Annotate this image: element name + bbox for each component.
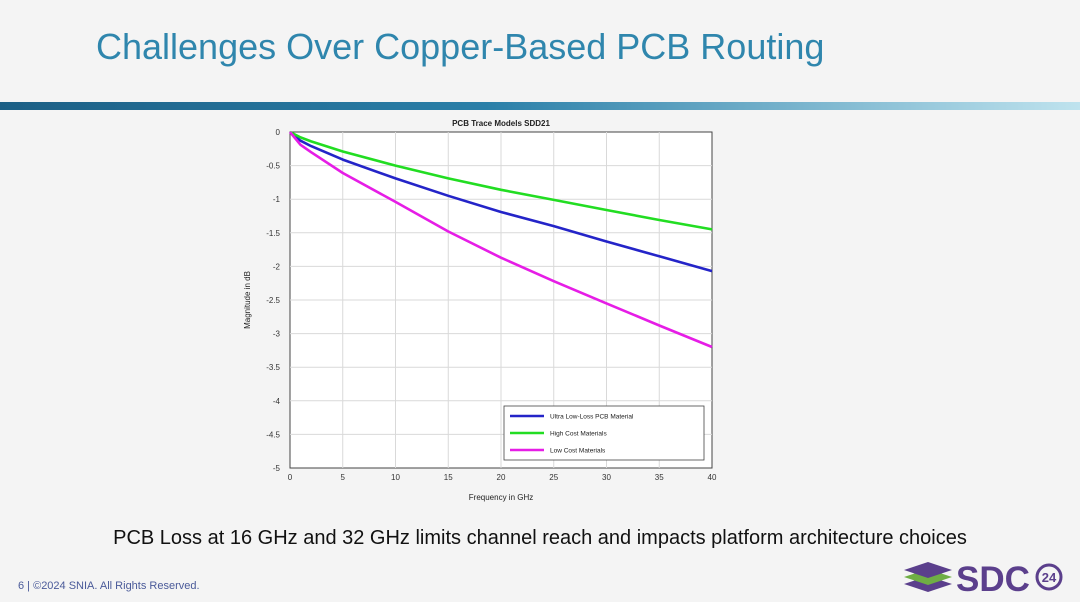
logo-badge-ring <box>1035 563 1063 591</box>
chart-title: PCB Trace Models SDD21 <box>452 119 550 128</box>
series-line <box>289 130 713 273</box>
y-tick-label: -2 <box>273 262 281 271</box>
y-tick-label: -5 <box>273 464 281 473</box>
x-tick-label: 10 <box>391 473 400 482</box>
series-line <box>288 131 713 349</box>
y-tick-label: -3.5 <box>266 363 280 372</box>
series-lines <box>288 130 713 349</box>
x-tick-label: 20 <box>497 473 506 482</box>
x-tick-label: 30 <box>602 473 611 482</box>
grid-lines <box>290 132 712 468</box>
y-tick-label: -1.5 <box>266 229 280 238</box>
legend-label: High Cost Materials <box>550 431 607 438</box>
y-tick-label: 0 <box>276 128 281 137</box>
logo-wordmark: SDC <box>956 560 1030 596</box>
slide-caption: PCB Loss at 16 GHz and 32 GHz limits cha… <box>113 527 967 549</box>
title-divider-bar <box>0 102 1080 110</box>
x-tick-label: 35 <box>655 473 664 482</box>
x-tick-labels: 0 5 10 15 20 25 30 35 40 <box>288 473 717 482</box>
y-tick-label: -0.5 <box>266 162 280 171</box>
x-tick-label: 40 <box>708 473 717 482</box>
logo-badge-number: 24 <box>1042 570 1057 585</box>
chart-legend: Ultra Low-Loss PCB Material High Cost Mat… <box>503 405 705 461</box>
legend-label: Low Cost Materials <box>550 448 606 455</box>
x-tick-label: 5 <box>341 473 346 482</box>
y-tick-labels: 0 -0.5 -1 -1.5 -2 -2.5 -3 -3.5 -4 -4.5 -5 <box>266 128 280 473</box>
x-axis-label: Frequency in GHz <box>469 493 533 502</box>
series-line <box>289 130 713 231</box>
y-tick-label: -3 <box>273 330 281 339</box>
x-tick-label: 25 <box>549 473 558 482</box>
y-tick-label: -4 <box>273 397 281 406</box>
y-tick-label: -4.5 <box>266 430 280 439</box>
slide-footer: 6 | ©2024 SNIA. All Rights Reserved. <box>18 580 200 592</box>
slide-title: Challenges Over Copper-Based PCB Routing <box>96 26 825 67</box>
y-tick-label: -2.5 <box>266 296 280 305</box>
legend-label: Ultra Low-Loss PCB Material <box>550 414 634 421</box>
x-tick-label: 15 <box>444 473 453 482</box>
y-tick-label: -1 <box>273 195 281 204</box>
sdd21-line-chart: 0 5 10 15 20 25 30 35 40 0 -0.5 -1 -1.5 -2 -2.5 -3 -3.5… <box>238 112 728 512</box>
sdc-logo: SDC 24 <box>904 560 1063 596</box>
stacked-layers-icon <box>904 562 952 592</box>
x-tick-label: 0 <box>288 473 293 482</box>
y-axis-label: Magnitude in dB <box>243 271 252 329</box>
